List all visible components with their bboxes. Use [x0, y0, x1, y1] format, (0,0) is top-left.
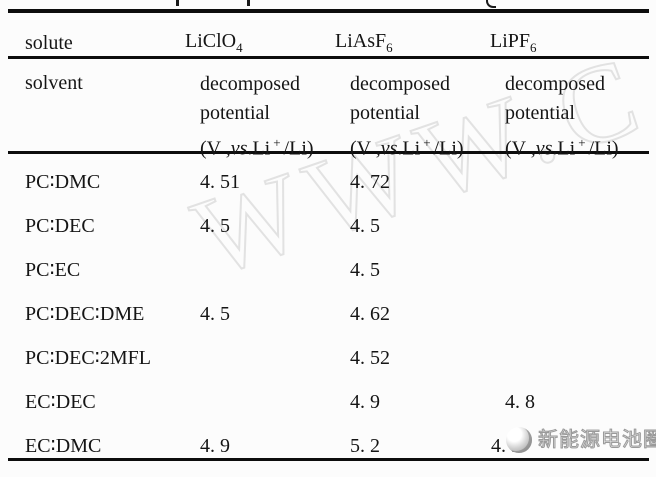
header-solvent-label: solvent: [25, 72, 83, 94]
solute-formula-lipf6: LiPF6: [490, 29, 537, 60]
column-subheader-liclo4: decomposed potential (V ,vs.Li +/Li): [200, 70, 314, 164]
formula-subscript: 6: [386, 40, 393, 55]
value-cell: 4. 9: [350, 391, 380, 413]
subheader-line2: potential: [505, 102, 575, 124]
formula-text: LiClO: [185, 30, 237, 52]
unit-close: /Li): [283, 137, 314, 160]
value-cell: 4. 5: [200, 303, 230, 325]
solvent-cell: EC∶DEC: [25, 391, 96, 413]
formula-subscript: 6: [530, 40, 537, 55]
value-cell: [505, 345, 651, 389]
unit-close: /Li): [588, 137, 619, 160]
brand-logo: 新能源电池圈: [506, 427, 656, 453]
value-cell: [505, 213, 651, 257]
formula-subscript: 4: [236, 40, 243, 55]
value-cell: 4. 5: [200, 215, 230, 237]
unit-close: /Li): [433, 137, 464, 160]
value-cell: 4. 62: [350, 303, 390, 325]
solvent-cell: PC∶DMC: [25, 171, 101, 193]
value-cell: 4. 5: [350, 259, 380, 281]
unit-vs: vs: [230, 137, 248, 160]
value-cell: 4. 8: [505, 391, 535, 413]
unit-mid: .Li: [247, 137, 271, 160]
unit-vs: vs: [380, 137, 398, 160]
subheader-line2: potential: [200, 102, 270, 124]
value-cell: 4. 52: [350, 347, 390, 369]
unit-open: (V ,: [505, 137, 536, 160]
unit-sup: +: [423, 135, 431, 150]
unit-mid: .Li: [397, 137, 421, 160]
table-body: PC∶DMC 4. 51 4. 72 PC∶DEC 4. 5 4. 5 PC∶E…: [25, 169, 651, 477]
header-bottom-rule: [8, 151, 649, 154]
unit-mid: .Li: [552, 137, 576, 160]
unit-sup: +: [578, 135, 586, 150]
value-cell: 4. 72: [350, 171, 390, 193]
solute-row-rule: [8, 56, 649, 59]
solute-formula-liclo4: LiClO4: [185, 29, 243, 60]
brand-logo-icon: [506, 427, 532, 453]
solvent-cell: PC∶DEC: [25, 215, 95, 237]
table-top-rule: [8, 9, 649, 13]
solvent-cell: PC∶EC: [25, 259, 81, 281]
solute-formula-liasf6: LiAsF6: [335, 29, 393, 60]
value-cell: 5. 2: [350, 435, 380, 457]
value-cell: [505, 257, 651, 301]
formula-text: LiPF: [490, 30, 531, 52]
subheader-line1: decomposed: [505, 73, 605, 95]
cropped-text-fragment: [486, 0, 496, 8]
column-subheader-liasf6: decomposed potential (V ,vs.Li +/Li): [350, 70, 464, 164]
value-cell: [200, 257, 350, 301]
value-cell: [505, 301, 651, 345]
brand-logo-text: 新能源电池圈: [538, 429, 656, 452]
unit-sup: +: [273, 135, 281, 150]
solvent-cell: PC∶DEC∶DME: [25, 303, 145, 325]
value-cell: [505, 169, 651, 213]
value-cell: [200, 389, 350, 433]
subheader-unit: (V ,vs.Li +/Li): [200, 128, 314, 164]
header-solute-label: solute: [25, 32, 73, 54]
value-cell: 4. 9: [200, 435, 230, 457]
subheader-line1: decomposed: [200, 73, 300, 95]
table-bottom-rule: [8, 458, 649, 461]
unit-vs: vs: [535, 137, 553, 160]
solvent-cell: EC∶DMC: [25, 435, 102, 457]
solvent-cell: PC∶DEC∶2MFL: [25, 347, 151, 369]
cropped-text-fragment: [176, 0, 179, 6]
unit-open: (V ,: [200, 137, 231, 160]
subheader-line1: decomposed: [350, 73, 450, 95]
subheader-unit: (V ,vs.Li +/Li): [350, 128, 464, 164]
value-cell: [200, 345, 350, 389]
cropped-text-fragment: [247, 0, 250, 6]
unit-open: (V ,: [350, 137, 381, 160]
column-subheader-lipf6: decomposed potential (V ,vs.Li +/Li): [505, 70, 619, 164]
subheader-unit: (V ,vs.Li +/Li): [505, 128, 619, 164]
subheader-line2: potential: [350, 102, 420, 124]
value-cell: 4. 5: [350, 215, 380, 237]
value-cell: 4. 51: [200, 171, 240, 193]
formula-text: LiAsF: [335, 30, 387, 52]
